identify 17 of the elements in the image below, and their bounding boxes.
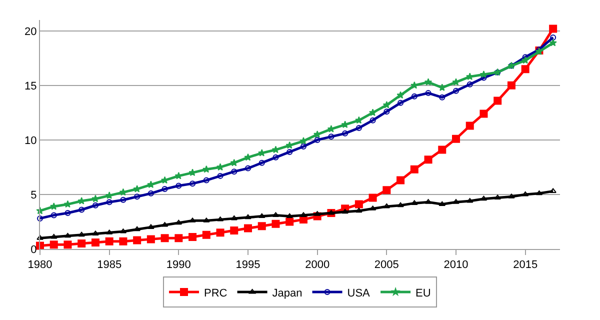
x-tick-label: 2000 [305,259,330,272]
x-tick-label: 1995 [236,259,260,272]
y-tick-label: 10 [24,134,37,147]
x-tick-label: 2005 [374,259,399,272]
legend-label: USA [347,287,371,300]
y-tick-label: 20 [24,26,37,38]
x-tick-label: 1980 [28,259,52,272]
x-tick-label: 2015 [513,259,538,272]
x-tick-label: 1990 [166,259,191,272]
legend-label: PRC [204,287,228,300]
legend-label: Japan [272,287,302,300]
x-tick-label: 1985 [97,259,122,272]
y-tick-label: 15 [24,80,37,92]
x-tick-label: 2010 [444,259,468,272]
legend-label: EU [416,287,431,300]
y-tick-label: 0 [30,244,37,256]
y-tick-label: 5 [30,189,37,202]
